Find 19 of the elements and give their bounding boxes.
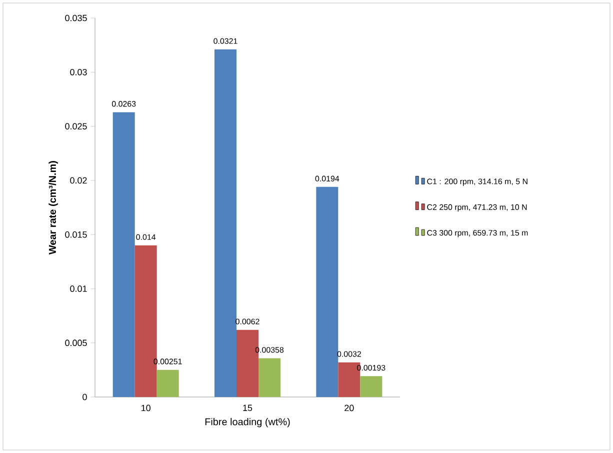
y-tick-label: 0.025 — [65, 123, 87, 130]
x-tick-label: 20 — [344, 404, 354, 412]
bar — [316, 186, 338, 397]
y-tick-label: 0.02 — [70, 177, 87, 184]
bar — [214, 49, 237, 397]
x-tick-label: 15 — [243, 404, 252, 412]
y-tick-label: 0 — [82, 394, 87, 400]
y-tick-label: 0.01 — [70, 286, 87, 292]
y-tick-label: 0.03 — [70, 68, 87, 76]
y-tick-label: 0.015 — [65, 231, 87, 238]
y-axis-title: Wear rate (cm³/N.m) — [48, 161, 58, 254]
bar — [258, 358, 281, 397]
bar — [156, 370, 179, 397]
x-tick-label: 10 — [142, 404, 150, 412]
bar — [360, 376, 382, 397]
y-tick-label: 0.005 — [65, 340, 87, 346]
bar — [112, 112, 135, 397]
y-tick-label: 0.035 — [65, 14, 87, 22]
x-axis-title: Fibre loading (wt%) — [205, 418, 290, 428]
